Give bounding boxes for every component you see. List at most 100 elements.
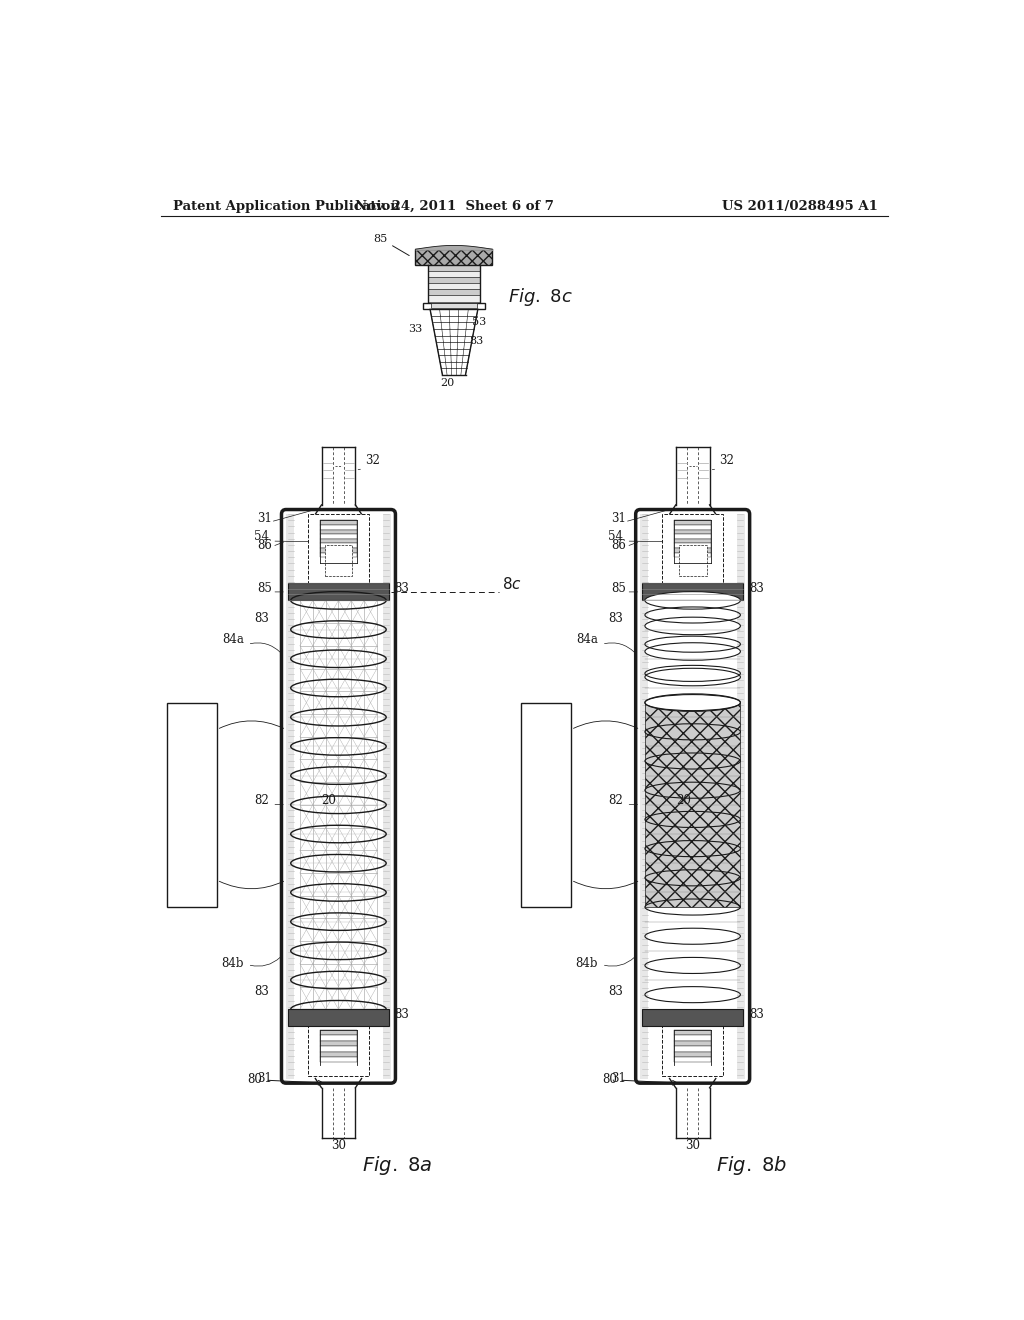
Bar [319, 520, 357, 525]
Bar [428, 284, 480, 289]
Text: 20: 20 [322, 795, 337, 808]
Text: $\mathit{8c}$: $\mathit{8c}$ [503, 576, 522, 591]
Text: US 2011/0288495 A1: US 2011/0288495 A1 [722, 199, 878, 213]
Text: Patent Application Publication: Patent Application Publication [173, 199, 399, 213]
Bar [674, 553, 711, 557]
Bar [674, 529, 711, 535]
Bar [428, 296, 480, 302]
Bar [642, 1010, 743, 1026]
Text: 82: 82 [254, 795, 269, 808]
Ellipse shape [645, 643, 740, 660]
Text: 54: 54 [608, 529, 624, 543]
Text: 31: 31 [611, 1072, 627, 1085]
Text: $\mathit{Fig.\ 8a}$: $\mathit{Fig.\ 8a}$ [361, 1154, 432, 1177]
Bar [521, 702, 571, 907]
Bar [319, 529, 357, 535]
Bar [679, 545, 707, 576]
Text: 20: 20 [676, 795, 690, 808]
Bar [288, 583, 389, 601]
Text: 32: 32 [719, 454, 734, 467]
Bar [674, 1047, 711, 1052]
Ellipse shape [645, 591, 740, 609]
Bar [319, 553, 357, 557]
Bar [319, 535, 357, 539]
Bar [428, 277, 480, 284]
Text: 86: 86 [611, 539, 627, 552]
Ellipse shape [645, 668, 740, 686]
Text: 55: 55 [315, 1030, 331, 1043]
Bar [286, 515, 294, 1078]
Bar [674, 1057, 711, 1063]
Text: 31: 31 [611, 512, 627, 525]
Bar [319, 1052, 357, 1057]
Text: 55: 55 [670, 1030, 685, 1043]
Text: 85: 85 [257, 582, 272, 595]
Bar [319, 525, 357, 529]
Bar [674, 520, 711, 525]
Text: 80: 80 [248, 1073, 323, 1086]
Text: 83: 83 [469, 337, 483, 346]
Bar [167, 702, 217, 907]
Text: 84a: 84a [577, 632, 598, 645]
Bar [319, 548, 357, 553]
Text: 83: 83 [749, 582, 764, 595]
Text: 83: 83 [394, 1007, 410, 1020]
Text: 84: 84 [183, 797, 200, 810]
Bar [307, 515, 370, 583]
Bar [319, 539, 357, 544]
Bar [674, 544, 711, 548]
Bar [383, 515, 391, 1078]
Text: 54: 54 [254, 529, 269, 543]
Bar [431, 304, 477, 308]
Bar [423, 304, 484, 309]
Bar [307, 1026, 370, 1076]
Bar [319, 1057, 357, 1063]
FancyBboxPatch shape [636, 510, 750, 1084]
Bar [662, 515, 724, 583]
Text: $\mathit{Fig.\ 8b}$: $\mathit{Fig.\ 8b}$ [716, 1154, 787, 1177]
Text: 83: 83 [254, 612, 269, 624]
Text: 20: 20 [440, 379, 455, 388]
Bar [319, 1040, 357, 1047]
Bar [674, 1035, 711, 1040]
Bar [737, 515, 745, 1078]
Bar [319, 544, 357, 548]
Bar [319, 1047, 357, 1052]
Text: 84a: 84a [222, 632, 244, 645]
Text: 32: 32 [365, 454, 380, 467]
Bar [645, 702, 740, 907]
Ellipse shape [645, 618, 740, 635]
Bar [674, 539, 711, 544]
Text: 30: 30 [331, 1139, 346, 1152]
Text: $\mathit{Fig.\ 8c}$: $\mathit{Fig.\ 8c}$ [508, 285, 572, 308]
Bar [428, 289, 480, 296]
Text: 85: 85 [611, 582, 627, 595]
Bar [674, 525, 711, 529]
Text: 31: 31 [257, 512, 272, 525]
Bar [319, 1030, 357, 1035]
Text: 53: 53 [472, 317, 486, 327]
Text: 33: 33 [409, 325, 423, 334]
Text: 83: 83 [749, 1007, 764, 1020]
Text: 83: 83 [608, 612, 624, 624]
Text: 31: 31 [257, 1072, 272, 1085]
Text: 82: 82 [608, 795, 624, 808]
Text: 84: 84 [538, 797, 554, 810]
Bar [416, 249, 493, 264]
Text: 85: 85 [373, 234, 410, 256]
Text: 84b: 84b [575, 957, 598, 970]
Text: 84b: 84b [221, 957, 244, 970]
Bar [428, 271, 480, 277]
Bar [674, 1052, 711, 1057]
Bar [288, 1010, 389, 1026]
Bar [674, 548, 711, 553]
Text: 80: 80 [602, 1073, 677, 1086]
Ellipse shape [645, 694, 740, 711]
Bar [674, 535, 711, 539]
Bar [674, 1030, 711, 1035]
Bar [325, 545, 352, 576]
Text: 30: 30 [685, 1139, 700, 1152]
FancyBboxPatch shape [282, 510, 395, 1084]
Bar [428, 264, 480, 271]
Text: 86: 86 [257, 539, 272, 552]
